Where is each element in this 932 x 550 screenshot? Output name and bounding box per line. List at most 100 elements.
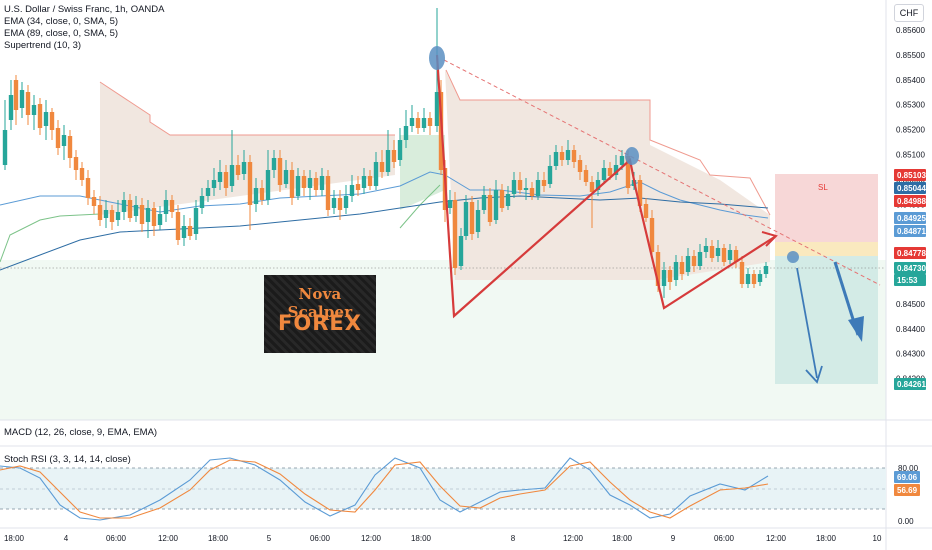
candle-body	[61, 135, 67, 146]
price-tag-label: 0.84778	[897, 249, 926, 258]
candle-body	[289, 170, 295, 198]
watermark-line2: FOREX	[278, 311, 362, 335]
candle-body	[505, 194, 511, 206]
candle-body	[211, 180, 217, 188]
stoch-tag	[894, 484, 920, 496]
indicator-supertrend[interactable]: Supertrend (10, 3)	[4, 40, 82, 51]
price-tick: 0.84300	[896, 350, 925, 359]
ema89-line	[0, 195, 769, 271]
time-tick: 18:00	[816, 534, 837, 543]
price-tick: 0.84500	[896, 300, 925, 309]
candle-body	[385, 150, 391, 172]
marker-high	[429, 46, 445, 70]
time-tick: 06:00	[106, 534, 127, 543]
candle-body	[452, 200, 458, 268]
currency-button[interactable]: CHF	[894, 4, 924, 22]
supertrend-fill-up-2	[0, 260, 886, 420]
candle-body	[613, 165, 619, 175]
candle-body	[715, 248, 721, 256]
indicator-ema89[interactable]: EMA (89, close, 0, SMA, 5)	[4, 28, 119, 39]
candlesticks	[2, 8, 769, 298]
candle-body	[31, 105, 37, 115]
candle-body	[661, 270, 667, 286]
price-tag-label: 0.84871	[897, 227, 926, 236]
arrow-down-2-head	[848, 316, 864, 342]
supertrend-down-line-2	[445, 69, 771, 216]
candle-body	[739, 262, 745, 284]
candle-body	[103, 210, 109, 218]
candle-body	[559, 152, 565, 160]
candle-body	[307, 178, 313, 188]
price-tag-label: 0.84730	[897, 264, 926, 273]
price-tag-label: 15:53	[897, 276, 918, 285]
candle-body	[379, 162, 385, 172]
candle-body	[163, 200, 169, 214]
candle-body	[469, 202, 475, 234]
candle-body	[181, 226, 187, 238]
candle-body	[463, 202, 469, 236]
candle-body	[139, 205, 145, 224]
candle-body	[757, 274, 763, 282]
candle-body	[721, 248, 727, 262]
candle-body	[343, 196, 349, 208]
candle-body	[458, 236, 464, 266]
candle-body	[319, 176, 325, 190]
candle-body	[391, 150, 397, 162]
supertrend-down-line-1	[99, 81, 395, 136]
supertrend-up-line	[0, 213, 101, 263]
candle-body	[541, 180, 547, 186]
candle-body	[241, 162, 247, 174]
watermark-logo: Nova Scalper FOREX	[264, 275, 376, 353]
arrow-down-1-head	[805, 365, 823, 384]
candle-body	[349, 185, 355, 196]
candle-body	[295, 176, 301, 196]
candle-body	[553, 152, 559, 166]
time-axis[interactable]: 18:00 4 06:00 12:00 18:00 5 06:00 12:00 18:00 8 12…	[4, 534, 882, 543]
candle-body	[283, 170, 289, 184]
candle-body	[475, 210, 481, 232]
stoch-axis: 80.00 0.00 69.06 56.69	[894, 464, 920, 526]
time-tick: 06:00	[714, 534, 735, 543]
candle-body	[481, 195, 487, 210]
candle-body	[49, 112, 55, 130]
candle-body	[577, 160, 583, 172]
indicator-ema34[interactable]: EMA (34, close, 0, SMA, 5)	[4, 16, 119, 27]
candle-body	[643, 204, 649, 218]
stoch-label[interactable]: Stoch RSI (3, 3, 14, 14, close)	[4, 454, 131, 465]
candle-body	[259, 188, 265, 200]
time-tick: 9	[671, 534, 676, 543]
price-tag	[894, 169, 926, 181]
candle-body	[571, 150, 577, 162]
time-tick: 18:00	[612, 534, 633, 543]
chart-legend: U.S. Dollar / Swiss Franc, 1h, OANDA EMA…	[4, 4, 164, 52]
candle-body	[337, 198, 343, 210]
candle-body	[667, 270, 673, 282]
candle-body	[679, 262, 685, 274]
price-tag-label: 0.84261	[897, 380, 926, 389]
candle-body	[55, 128, 61, 148]
symbol-title[interactable]: U.S. Dollar / Swiss Franc, 1h, OANDA	[4, 4, 165, 15]
candle-body	[199, 196, 205, 208]
candle-body	[13, 80, 19, 110]
candle-body	[595, 180, 601, 190]
price-tag	[894, 195, 926, 207]
price-tag-label: 0.85103	[897, 171, 926, 180]
candle-body	[313, 178, 319, 190]
candle-body	[745, 274, 751, 284]
candle-body	[529, 188, 535, 196]
macd-label[interactable]: MACD (12, 26, close, 9, EMA, EMA)	[4, 427, 158, 438]
candle-body	[8, 95, 14, 120]
candle-body	[517, 180, 523, 190]
candle-body	[331, 198, 337, 208]
price-tag-label: 0.84988	[897, 197, 926, 206]
time-tick: 18:00	[4, 534, 25, 543]
price-tick: 0.85300	[896, 101, 925, 110]
candle-body	[97, 205, 103, 220]
candle-body	[247, 162, 253, 205]
candle-body	[19, 90, 25, 108]
price-tags: 0.85103 0.85044 0.84988 0.84925 0.84871 0.847…	[894, 169, 926, 390]
stoch-d-line	[0, 459, 769, 519]
price-tick: 0.84400	[896, 325, 925, 334]
time-tick: 10	[873, 534, 882, 543]
